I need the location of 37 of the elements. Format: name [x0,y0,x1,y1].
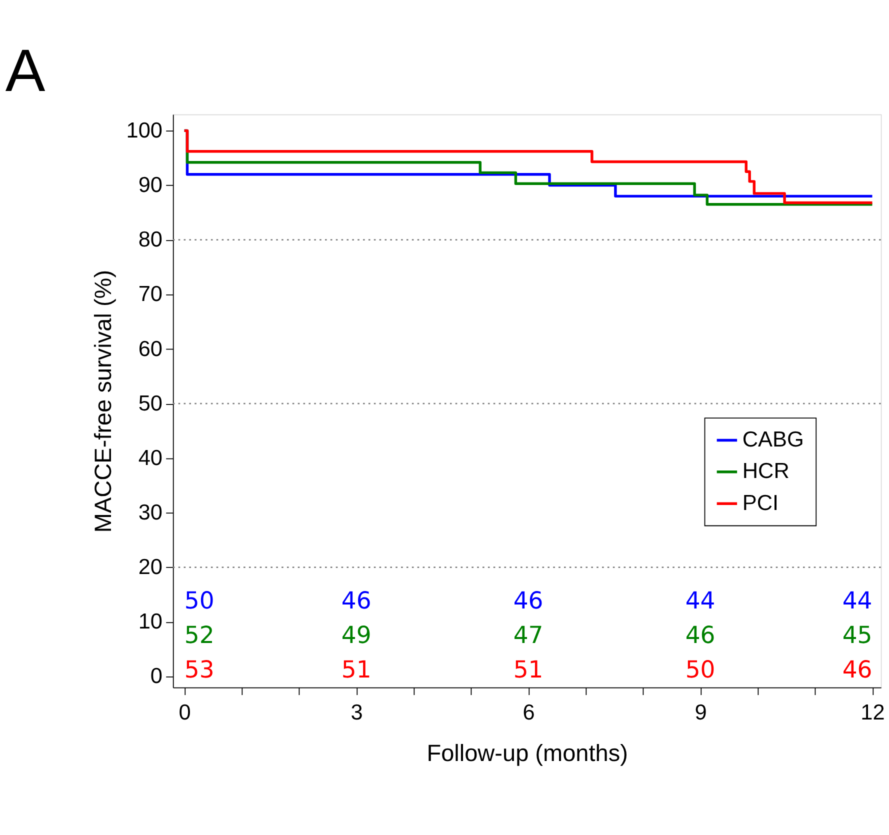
y-tick-label: 20 [138,554,162,580]
annotation: 51 [341,655,372,684]
legend-label: CABG [742,426,804,452]
annotation: 51 [513,655,544,684]
annotation: 47 [513,621,544,649]
y-axis-title: MACCE-free survival (%) [90,270,116,533]
annotation: 53 [184,655,214,684]
annotation: 46 [842,655,872,684]
y-tick-label: 50 [138,390,162,416]
annotation: 50 [685,655,716,684]
x-tick-label: 9 [694,699,707,724]
x-tick-label: 12 [860,699,885,724]
y-tick-label: 70 [138,281,162,306]
annotation: 46 [685,621,716,649]
y-tick-label: 30 [138,500,162,525]
y-tick-label: 10 [138,608,162,634]
annotation: 44 [685,586,716,615]
x-tick-label: 3 [350,699,363,724]
y-tick-label: 40 [138,444,162,470]
annotation: 46 [341,586,372,615]
annotation: 52 [184,621,214,649]
y-tick-label: 100 [126,117,162,142]
annotation: 46 [513,586,544,615]
legend-label: PCI [742,490,779,515]
legend-label: HCR [742,458,790,484]
y-tick-label: 0 [150,663,162,688]
annotation: 44 [842,586,872,615]
y-tick-label: 80 [138,226,162,252]
y-tick-label: 60 [138,336,162,361]
annotation: 49 [341,621,372,649]
annotation: 45 [842,621,872,649]
x-axis-title: Follow-up (months) [426,740,628,766]
y-tick-label: 90 [138,172,162,198]
chart-title: A [5,36,46,104]
annotation: 50 [184,586,214,615]
x-tick-label: 0 [178,699,191,724]
x-tick-label: 6 [522,699,535,724]
